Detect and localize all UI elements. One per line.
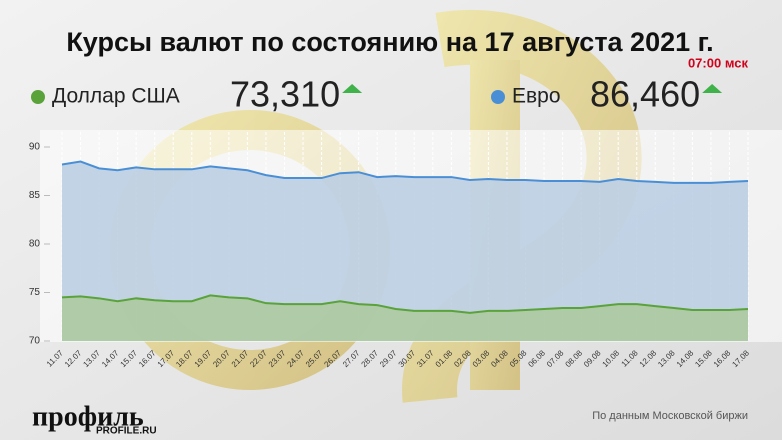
y-tick-label: 80 <box>29 239 41 250</box>
current-rate: 86,460 <box>590 74 700 115</box>
chart-title: Курсы валют по состоянию на 17 августа 2… <box>66 27 713 57</box>
logo-site: PROFILE.RU <box>96 426 157 437</box>
up-arrow <box>702 84 723 93</box>
legend-dot <box>491 90 505 104</box>
source: По данным Московской биржи <box>592 410 748 422</box>
area-fill <box>62 161 748 341</box>
current-rate: 73,310 <box>230 74 340 115</box>
legend-label: Доллар США <box>52 85 180 108</box>
area-fill <box>62 295 748 341</box>
logo: профиль <box>32 401 144 432</box>
legend-label: Евро <box>512 85 561 108</box>
y-tick-label: 85 <box>29 190 41 201</box>
series-line <box>61 160 749 184</box>
y-tick-label: 70 <box>29 336 41 347</box>
legend-dot <box>31 90 45 104</box>
y-tick-label: 90 <box>29 142 41 153</box>
chart-subtitle: 07:00 мск <box>688 55 749 70</box>
up-arrow <box>342 84 363 93</box>
series-line <box>61 294 749 314</box>
y-tick-label: 75 <box>29 287 41 298</box>
